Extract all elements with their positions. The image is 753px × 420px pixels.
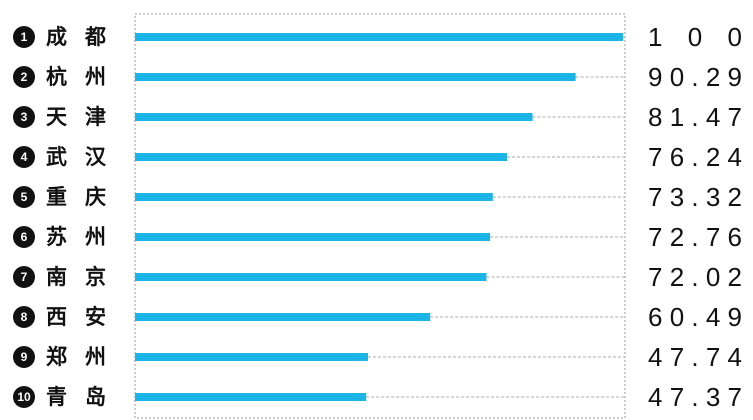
category-label: 郑州 [46, 345, 106, 369]
value-label: 76.24 [648, 142, 742, 172]
value-label: 81.47 [648, 102, 742, 132]
rank-badge [13, 106, 35, 128]
rank-number: 2 [21, 70, 28, 84]
category-label: 西安 [46, 305, 106, 329]
category-label: 南京 [46, 265, 106, 289]
bar [135, 113, 533, 121]
bar [135, 313, 431, 321]
rank-badge [13, 266, 35, 288]
category-label: 青岛 [46, 385, 106, 409]
rank-badge [13, 66, 35, 88]
rank-number: 4 [21, 150, 28, 164]
value-label: 73.32 [648, 182, 742, 212]
category-label: 成都 [46, 25, 106, 49]
bar [135, 33, 623, 41]
rank-badge [13, 226, 35, 248]
rank-badge [13, 186, 35, 208]
value-label: 47.74 [648, 342, 742, 372]
rank-badge [13, 146, 35, 168]
rank-number: 9 [21, 350, 28, 364]
rank-number: 3 [21, 110, 28, 124]
rank-number: 6 [21, 230, 28, 244]
rank-number: 10 [17, 390, 31, 404]
value-label: 90.29 [648, 62, 742, 92]
bar [135, 353, 368, 361]
bar [135, 233, 491, 241]
rank-number: 8 [21, 310, 28, 324]
value-label: 72.02 [648, 262, 742, 292]
bar [135, 273, 487, 281]
category-label: 天津 [46, 105, 106, 129]
rank-number: 7 [21, 270, 28, 284]
bar [135, 73, 576, 81]
value-label: 47.37 [648, 382, 742, 412]
bar [135, 393, 367, 401]
rank-badge [13, 386, 35, 408]
category-label: 苏州 [46, 225, 106, 249]
value-label: 100 [648, 22, 742, 52]
rank-badge [13, 306, 35, 328]
frame [134, 13, 626, 419]
bar [135, 153, 508, 161]
value-label: 72.76 [648, 222, 742, 252]
rank-number: 5 [21, 190, 28, 204]
rank-badge [13, 346, 35, 368]
bar [135, 193, 493, 201]
category-label: 重庆 [46, 185, 106, 209]
value-label: 60.49 [648, 302, 742, 332]
rank-number: 1 [21, 30, 28, 44]
rank-badge [13, 26, 35, 48]
category-label: 武汉 [46, 145, 107, 169]
category-label: 杭州 [46, 65, 106, 89]
